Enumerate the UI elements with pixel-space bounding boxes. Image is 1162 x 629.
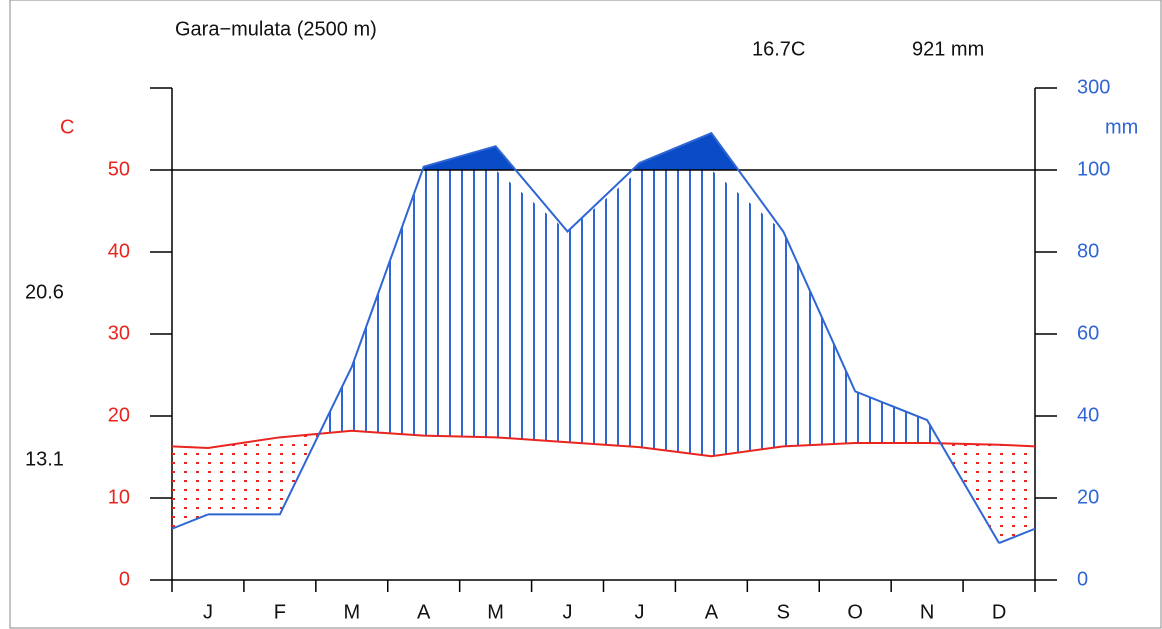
x-tick-label: A [417, 601, 431, 623]
humid-area [172, 170, 1035, 457]
mean-temperature: 16.7C [752, 38, 805, 60]
y2-tick-label: 300 [1077, 76, 1110, 98]
line-end [998, 527, 1036, 545]
x-tick-label: N [920, 601, 934, 623]
x-tick-label: F [274, 601, 286, 623]
x-tick-label: J [563, 601, 573, 623]
line-end [171, 513, 209, 530]
x-tick-label: D [992, 601, 1006, 623]
y2-tick-label: 60 [1077, 322, 1099, 344]
frame [9, 0, 1162, 629]
y2-tick-label: 40 [1077, 404, 1099, 426]
y-tick-label: 50 [108, 158, 130, 180]
x-tick-label: J [203, 601, 213, 623]
y-axis-label: C [60, 116, 74, 138]
y2-tick-label: 0 [1077, 568, 1088, 590]
y-tick-label: 40 [108, 240, 130, 262]
data-line [207, 131, 1000, 544]
line-end [998, 443, 1036, 448]
x-tick-label: O [847, 601, 863, 623]
chart-title: Gara−mulata (2500 m) [175, 18, 377, 40]
x-tick-label: J [634, 601, 644, 623]
annual-precipitation: 921 mm [912, 38, 984, 60]
x-tick-label: A [705, 601, 719, 623]
x-tick-label: M [487, 601, 504, 623]
y-tick-label: 10 [108, 486, 130, 508]
min-temp-label: 13.1 [25, 448, 64, 470]
y2-tick-label: 20 [1077, 486, 1099, 508]
y2-tick-label: 100 [1077, 158, 1110, 180]
line-end [171, 445, 209, 449]
humid-hatch [172, 170, 1035, 457]
y2-tick-label: 80 [1077, 240, 1099, 262]
y-tick-label: 20 [108, 404, 130, 426]
y-tick-label: 0 [119, 568, 130, 590]
y2-axis-label: mm [1105, 116, 1138, 138]
x-tick-label: M [343, 601, 360, 623]
max-temp-label: 20.6 [25, 281, 64, 303]
y-tick-label: 30 [108, 322, 130, 344]
x-tick-label: S [777, 601, 790, 623]
data-line [207, 429, 1000, 458]
